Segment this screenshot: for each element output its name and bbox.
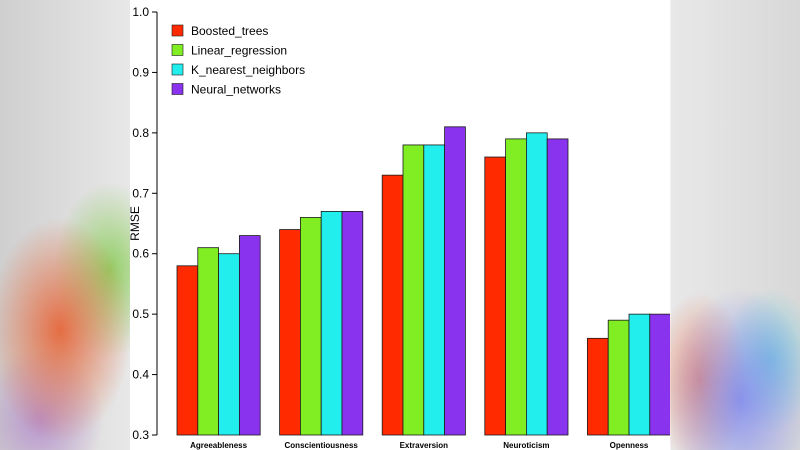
bar (381, 174, 404, 436)
y-tick-label: 0.9 (132, 65, 149, 79)
bar (239, 235, 261, 436)
bar (299, 217, 322, 436)
bar (279, 229, 301, 436)
bar (218, 253, 240, 436)
bar (197, 247, 220, 436)
bar (341, 211, 364, 436)
y-tick-label: 0.6 (132, 247, 149, 261)
legend-label: K_nearest_neighbors (191, 63, 305, 77)
bar (423, 144, 445, 436)
bar (525, 132, 548, 436)
y-tick-label: 0.3 (132, 428, 149, 442)
bar (628, 313, 651, 436)
bar (546, 138, 569, 436)
x-category-label: Conscientiousness (285, 441, 359, 450)
legend-swatch (171, 44, 184, 56)
bar (484, 156, 506, 436)
legend-label: Neural_networks (191, 83, 281, 97)
y-tick-label: 1.0 (132, 5, 149, 19)
bar (402, 144, 425, 436)
x-category-label: Extraversion (400, 441, 449, 450)
y-tick-label: 0.8 (132, 126, 149, 140)
y-tick-label: 0.7 (132, 186, 149, 200)
x-category-label: Openness (610, 441, 649, 450)
bar (505, 138, 527, 436)
x-category-label: Agreeableness (190, 441, 247, 450)
bar-chart: RMSE 0.3 0.4 0.5 0.6 0.7 0.8 0.9 1.0 Agreeablene… (130, 5, 670, 450)
bar (320, 211, 343, 436)
x-category-label: Neuroticism (503, 441, 549, 450)
chart-panel: RMSE 0.3 0.4 0.5 0.6 0.7 0.8 0.9 1.0 Agreeablene… (130, 0, 670, 450)
bar (444, 126, 466, 436)
bar (586, 337, 609, 436)
bar (649, 313, 670, 436)
bar (176, 265, 199, 436)
y-tick-label: 0.5 (132, 307, 149, 321)
legend-swatch (171, 24, 184, 37)
legend-swatch (171, 63, 184, 76)
bar (607, 319, 630, 436)
legend-label: Boosted_trees (191, 24, 268, 38)
y-tick-label: 0.4 (132, 368, 149, 382)
legend-swatch (171, 83, 184, 95)
legend-label: Linear_regression (191, 44, 287, 58)
y-axis-title: RMSE (130, 206, 142, 241)
